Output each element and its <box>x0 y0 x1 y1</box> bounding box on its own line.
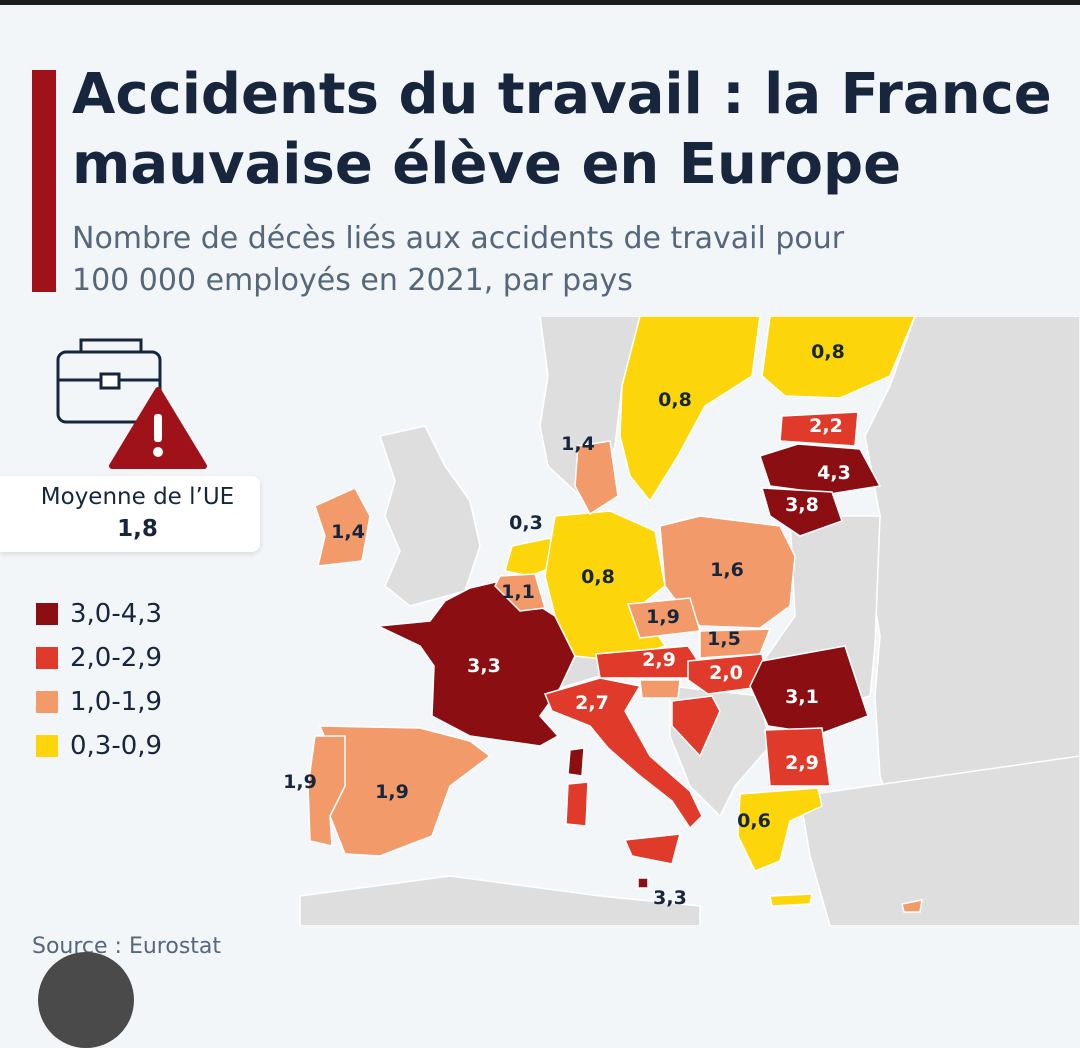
slovenia <box>639 679 681 699</box>
label-sweden: 0,8 <box>658 389 692 411</box>
floating-action-button[interactable] <box>38 952 134 1048</box>
europe-map: 3,3 1,9 1,9 1,4 0,3 1,1 0,8 1,4 0,8 0,8 … <box>0 316 1080 926</box>
eu-average-box: Moyenne de l’UE 1,8 <box>0 476 260 552</box>
label-germany: 0,8 <box>581 566 615 588</box>
greece <box>737 787 823 872</box>
croatia <box>671 695 721 758</box>
label-romania: 3,1 <box>785 686 819 708</box>
legend-swatch <box>36 603 58 625</box>
label-netherlands: 0,3 <box>509 512 543 534</box>
label-austria: 2,9 <box>642 649 676 671</box>
label-malta: 3,3 <box>653 887 687 909</box>
crete <box>769 893 813 907</box>
label-france: 3,3 <box>467 655 501 677</box>
legend-label: 2,0-2,9 <box>70 643 163 673</box>
label-lithuania: 3,8 <box>785 494 819 516</box>
warning-icon <box>109 387 207 469</box>
label-belgium: 1,1 <box>501 581 535 603</box>
legend-swatch <box>36 691 58 713</box>
label-denmark: 1,4 <box>561 433 595 455</box>
label-poland: 1,6 <box>710 559 744 581</box>
sweden <box>619 316 761 503</box>
poland <box>659 515 796 629</box>
briefcase-icon <box>56 338 162 424</box>
turkey <box>799 755 1080 926</box>
legend-swatch <box>36 735 58 757</box>
great-britain <box>379 425 481 607</box>
legend-label: 3,0-4,3 <box>70 599 163 629</box>
label-ireland: 1,4 <box>331 521 365 543</box>
bulgaria <box>764 727 831 787</box>
latvia <box>759 443 882 495</box>
cyprus <box>901 899 923 913</box>
denmark <box>574 440 619 516</box>
north-africa <box>299 875 701 926</box>
legend-item: 3,0-4,3 <box>36 592 162 636</box>
sardinia <box>565 781 589 827</box>
label-czechia: 1,9 <box>646 606 680 628</box>
hungary <box>687 653 769 695</box>
label-estonia: 2,2 <box>809 415 843 437</box>
label-finland: 0,8 <box>811 341 845 363</box>
briefcase-warning-illustration <box>46 330 216 474</box>
legend-item: 2,0-2,9 <box>36 636 162 680</box>
netherlands <box>504 537 557 577</box>
italy <box>543 677 703 830</box>
label-italy: 2,7 <box>575 692 609 714</box>
label-greece: 0,6 <box>737 810 771 832</box>
label-spain: 1,9 <box>375 781 409 803</box>
legend-label: 0,3-0,9 <box>70 731 163 761</box>
label-latvia: 4,3 <box>817 462 851 484</box>
malta <box>637 877 649 889</box>
top-bar <box>0 0 1080 5</box>
eu-average-value: 1,8 <box>117 516 158 542</box>
page-title: Accidents du travail : la France mauvais… <box>72 62 1052 197</box>
corsica <box>567 747 585 777</box>
finland <box>761 316 916 399</box>
eu-average-label: Moyenne de l’UE <box>40 484 235 510</box>
estonia <box>779 411 859 447</box>
label-portugal: 1,9 <box>283 771 317 793</box>
title-accent-bar <box>32 70 56 292</box>
lithuania <box>760 487 843 537</box>
legend-label: 1,0-1,9 <box>70 687 163 717</box>
sicily <box>623 833 682 865</box>
page-subtitle: Nombre de décès liés aux accidents de tr… <box>72 221 845 298</box>
legend-item: 0,3-0,9 <box>36 724 162 768</box>
legend: 3,0-4,3 2,0-2,9 1,0-1,9 0,3-0,9 <box>36 592 162 768</box>
legend-item: 1,0-1,9 <box>36 680 162 724</box>
source-note: Source : Eurostat <box>32 934 222 959</box>
label-bulgaria: 2,9 <box>785 752 819 774</box>
ireland <box>314 487 371 567</box>
portugal <box>307 735 346 847</box>
belgium <box>494 573 546 612</box>
legend-swatch <box>36 647 58 669</box>
label-slovakia: 1,5 <box>707 628 741 650</box>
label-hungary: 2,0 <box>709 662 743 684</box>
